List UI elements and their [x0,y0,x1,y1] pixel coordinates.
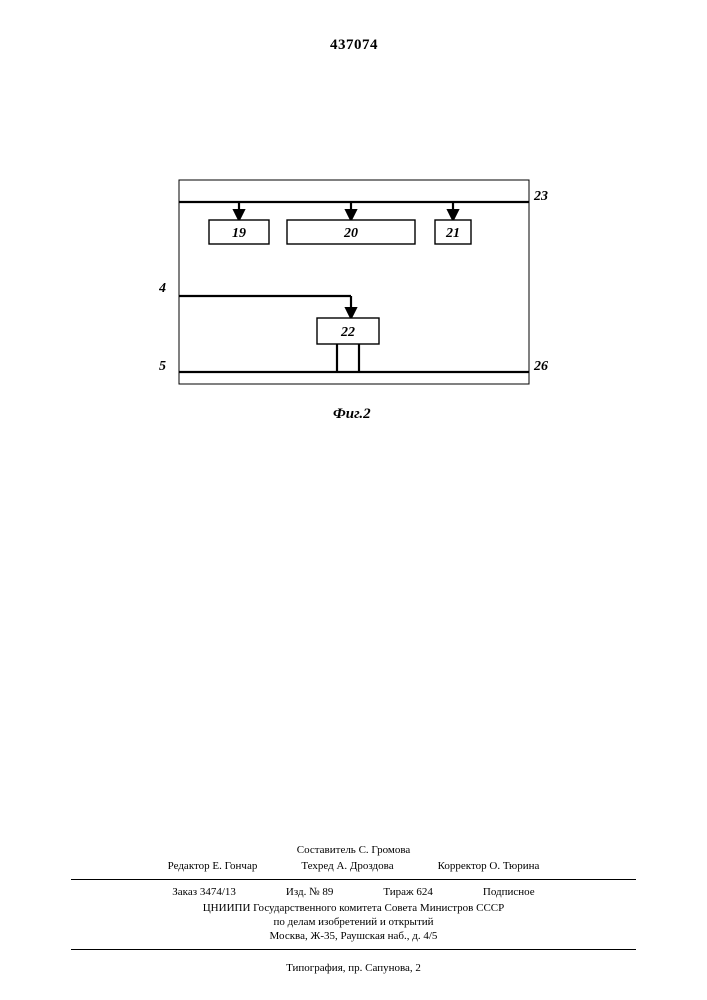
page-number: 437074 [330,37,378,54]
address: Москва, Ж-35, Раушская наб., д. 4/5 [0,930,707,944]
editor: Редактор Е. Гончар [168,860,258,874]
organization-1: ЦНИИПИ Государственного комитета Совета … [0,902,707,916]
port-label-24: 24 [159,281,166,296]
techred: Техред А. Дроздова [301,860,393,874]
block-diagram: 19 20 21 22 23 24 25 26 [159,172,549,432]
organization-2: по делам изобретений и открытий [0,916,707,930]
node-label-22: 22 [340,325,355,340]
divider [71,879,637,880]
edition: Изд. № 89 [286,886,333,900]
order: Заказ 3474/13 [172,886,236,900]
figure-caption: Фиг.2 [333,406,371,423]
port-label-25: 25 [159,359,166,374]
copies: Тираж 624 [383,886,433,900]
corrector: Корректор О. Тюрина [438,860,540,874]
compiler: Составитель С. Громова [297,844,411,856]
port-label-26: 26 [533,359,548,374]
node-label-20: 20 [343,226,358,241]
signed: Подписное [483,886,535,900]
node-label-19: 19 [232,226,246,241]
document-footer: Составитель С. Громова Редактор Е. Гонча… [0,844,707,1000]
divider [71,949,637,950]
port-label-23: 23 [533,189,548,204]
node-label-21: 21 [445,226,460,241]
printer: Типография, пр. Сапунова, 2 [0,962,707,976]
